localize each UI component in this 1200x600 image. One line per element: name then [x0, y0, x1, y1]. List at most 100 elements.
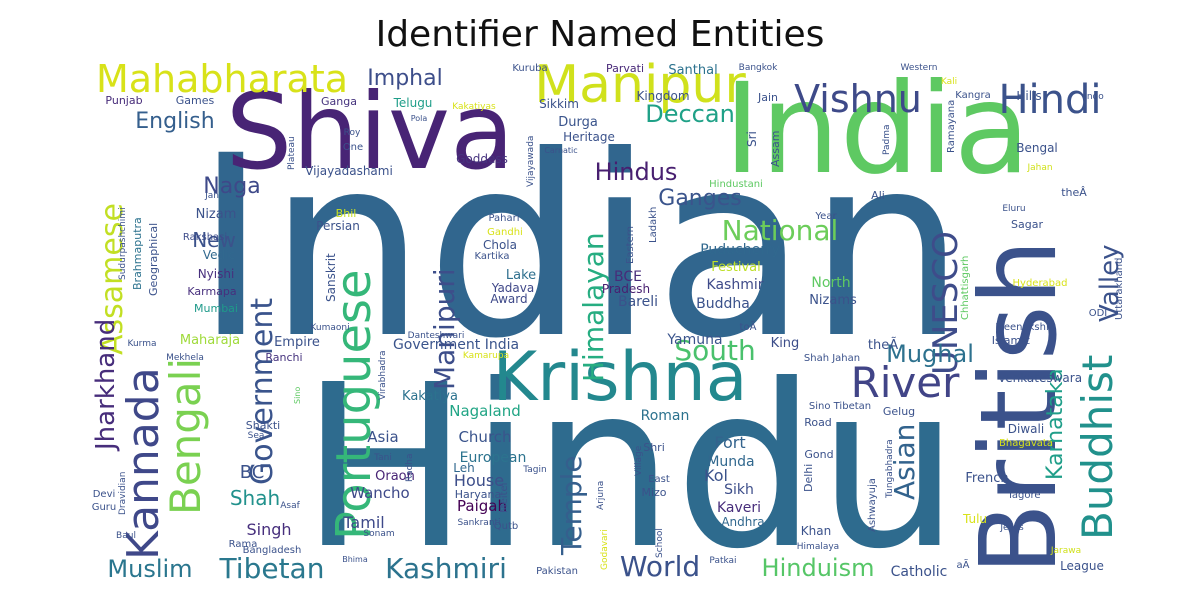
word-north: North: [811, 275, 850, 291]
word-deccan: Deccan: [645, 100, 735, 128]
word-eastern: Eastern: [625, 226, 636, 264]
word-tani: Tani: [373, 453, 392, 463]
word-buddhist: Buddhist: [1073, 355, 1122, 540]
word-unesco: UNESCO: [926, 231, 966, 375]
word-south: South: [674, 334, 755, 367]
word-tungabhadra: Tungabhadra: [885, 439, 895, 499]
word-bhima: Bhima: [342, 555, 368, 564]
word-hyderabad: Hyderabad: [1013, 278, 1068, 289]
word-sri: Sri: [745, 131, 759, 147]
word-indo: Indo: [1084, 92, 1104, 102]
word-leh: Leh: [453, 461, 474, 475]
word-kamarupa: Kamarupa: [463, 351, 509, 361]
word-gond: Gond: [804, 448, 833, 461]
word-himalaya: Himalaya: [797, 542, 839, 552]
word-uttarakhand: Uttarakhand: [1114, 258, 1125, 320]
word-india: India: [724, 57, 1031, 202]
word-bhagavata: Bhagavata: [999, 438, 1053, 449]
word-chhattisgarh: Chhattisgarh: [960, 256, 971, 320]
word-rama: Rama: [229, 539, 258, 550]
word-hindus: Hindus: [595, 158, 678, 186]
word-buddha: Buddha: [696, 296, 750, 312]
word-bangkok: Bangkok: [739, 63, 779, 73]
word-baul: Baul: [116, 531, 136, 541]
word-pahari: Pahari: [488, 213, 519, 224]
word-vedic: Vedic: [203, 248, 235, 262]
word-sino: Sino: [293, 387, 302, 404]
word-bangladesh: Bangladesh: [243, 545, 302, 556]
word-hills: Hills: [1016, 89, 1041, 103]
word-jarawa: Jarawa: [1050, 546, 1081, 556]
word-singh: Singh: [246, 520, 291, 539]
word-bengal: Bengal: [1016, 141, 1058, 155]
word-asia: Asia: [367, 428, 398, 446]
word-patkai: Patkai: [709, 556, 736, 566]
word-ali: Ali: [871, 189, 885, 202]
word-vijayawada: Vijayawada: [526, 136, 536, 187]
word-guru: Guru: [92, 502, 117, 513]
word-yadava: Yadava: [491, 281, 534, 295]
word-lake: Lake: [506, 268, 536, 283]
word-haryana: Haryana: [455, 488, 502, 501]
word-nizams: Nizams: [809, 293, 857, 308]
word-telugu: Telugu: [393, 96, 433, 110]
word-ladakh: Ladakh: [648, 207, 659, 243]
word-empire: Empire: [274, 335, 320, 350]
word-bc: BC: [240, 462, 265, 483]
word-portuguese: Portuguese: [326, 269, 382, 540]
word-kashmir: Kashmir: [707, 277, 764, 293]
word-kingdom: Kingdom: [636, 89, 689, 103]
word-national: National: [722, 214, 839, 247]
word-kakatiyas: Kakatiyas: [452, 102, 496, 112]
word-jah: Jah: [204, 191, 219, 201]
word-british: British: [958, 239, 1080, 575]
word-manipur: Manipur: [534, 55, 746, 115]
word-mumbai: Mumbai: [194, 302, 238, 315]
word-virabhadra: Virabhadra: [378, 350, 388, 400]
word-chola: Chola: [483, 238, 517, 252]
word-radha: Radha: [405, 453, 415, 482]
word-jain: Jain: [757, 91, 778, 104]
word-vishnu: Vishnu: [794, 77, 922, 121]
word-punjab: Punjab: [105, 94, 142, 107]
word-shah: Shah: [230, 486, 280, 510]
word-the: theÂ: [1061, 186, 1087, 199]
word-tibetan: Tibetan: [219, 552, 325, 585]
word-hindi: Hindi: [998, 77, 1101, 123]
word-nizam: Nizam: [196, 207, 237, 222]
word-english: English: [135, 109, 214, 134]
word-venkateswara: Venkateswara: [998, 371, 1082, 385]
word-kashmiri: Kashmiri: [385, 552, 507, 585]
word-award: Award: [490, 292, 527, 306]
word-wancho: Wancho: [350, 484, 410, 502]
word-assamese: Assamese: [95, 203, 130, 355]
word-meitei: Meitei: [499, 483, 510, 513]
word-jharkhand: Jharkhand: [91, 319, 121, 452]
word-sino-tibetan: Sino Tibetan: [809, 401, 871, 412]
word-one: One: [343, 142, 363, 153]
word-asaf: Asaf: [280, 501, 300, 511]
word-karmapa: Karmapa: [187, 285, 236, 298]
word-mizo: Mizo: [641, 486, 666, 499]
word-sanskrit: Sanskrit: [324, 253, 338, 302]
word-devi: Devi: [93, 489, 116, 500]
word-khan: Khan: [801, 524, 831, 538]
word-santhal: Santhal: [668, 63, 717, 78]
word-pakistan: Pakistan: [536, 566, 578, 577]
word-parvati: Parvati: [606, 62, 644, 75]
word-naga: Naga: [203, 174, 260, 199]
word-mughal: Mughal: [886, 340, 974, 368]
word-geographical: Geographical: [147, 223, 160, 296]
word-plateau: Plateau: [287, 136, 297, 170]
word-paigah: Paigah: [457, 497, 507, 515]
word-godavari: Godavari: [600, 529, 610, 570]
word-hinduism: Hinduism: [762, 554, 875, 582]
word-jahan: Jahan: [1026, 163, 1052, 173]
word-bhil: Bhil: [336, 207, 357, 220]
word-bareli: Bareli: [618, 294, 658, 310]
word-gelug: Gelug: [883, 405, 915, 418]
word-hindustani: Hindustani: [709, 179, 763, 190]
word-muslim: Muslim: [107, 555, 192, 583]
word-durga: Durga: [558, 115, 598, 130]
